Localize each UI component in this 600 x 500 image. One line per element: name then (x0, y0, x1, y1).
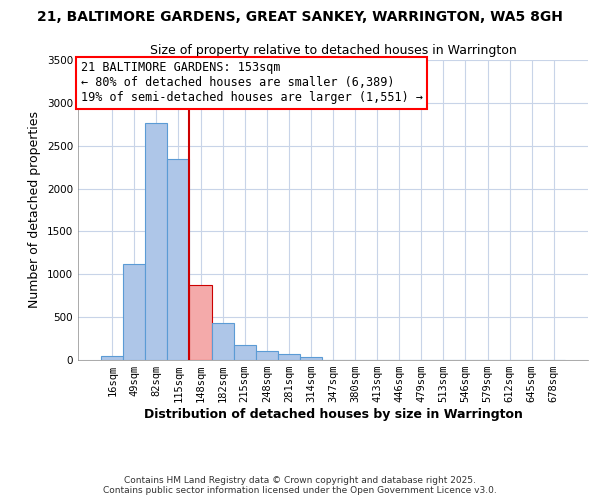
Y-axis label: Number of detached properties: Number of detached properties (28, 112, 41, 308)
Text: 21 BALTIMORE GARDENS: 153sqm
← 80% of detached houses are smaller (6,389)
19% of: 21 BALTIMORE GARDENS: 153sqm ← 80% of de… (80, 62, 422, 104)
Bar (300, 358, 322, 360)
X-axis label: Distribution of detached houses by size in Warrington: Distribution of detached houses by size … (143, 408, 523, 421)
Bar (145, 124, 167, 360)
Bar (101, 356, 123, 360)
Text: 21, BALTIMORE GARDENS, GREAT SANKEY, WARRINGTON, WA5 8GH: 21, BALTIMORE GARDENS, GREAT SANKEY, WAR… (37, 10, 563, 24)
Bar (167, 160, 190, 360)
Bar (278, 354, 300, 360)
Bar (123, 264, 145, 360)
Bar (212, 322, 233, 360)
Bar (233, 345, 256, 360)
Bar (256, 352, 278, 360)
Text: Contains HM Land Registry data © Crown copyright and database right 2025.
Contai: Contains HM Land Registry data © Crown c… (103, 476, 497, 495)
Bar (190, 284, 212, 360)
Title: Size of property relative to detached houses in Warrington: Size of property relative to detached ho… (149, 44, 517, 58)
